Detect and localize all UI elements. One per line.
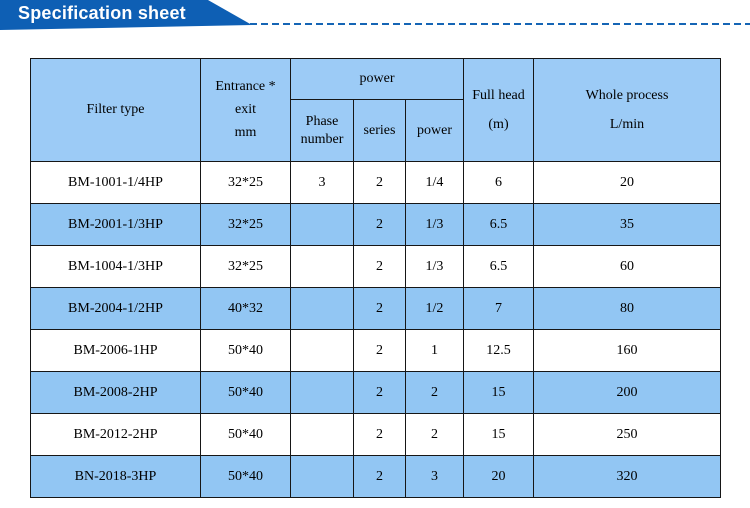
cell-whole-process: 60 — [533, 245, 721, 288]
table-row: BM-2012-2HP 50*40 2 2 15 250 — [30, 413, 721, 456]
cell-filter-type: BM-2006-1HP — [30, 329, 201, 372]
cell-series: 2 — [353, 371, 406, 414]
header-full-head-line1: Full head — [472, 87, 525, 103]
cell-whole-process: 160 — [533, 329, 721, 372]
cell-phase-number: 3 — [290, 161, 354, 204]
cell-whole-process: 80 — [533, 287, 721, 330]
cell-power: 1/3 — [405, 245, 464, 288]
header-phase-line2: number — [300, 131, 344, 147]
table-row: BN-2018-3HP 50*40 2 3 20 320 — [30, 455, 721, 498]
cell-entrance-exit: 32*25 — [200, 203, 291, 246]
cell-entrance-exit: 32*25 — [200, 245, 291, 288]
title-banner: Specification sheet — [0, 0, 252, 30]
cell-power: 3 — [405, 455, 464, 498]
cell-entrance-exit: 50*40 — [200, 329, 291, 372]
cell-series: 2 — [353, 287, 406, 330]
header-entrance-line3: mm — [234, 125, 257, 140]
header-full-head-line2: (m) — [488, 116, 509, 132]
header-phase-number: Phase number — [290, 99, 354, 162]
table-row: BM-1001-1/4HP 32*25 3 2 1/4 6 20 — [30, 161, 721, 204]
header-power-sub: power — [405, 99, 464, 162]
cell-phase-number — [290, 203, 354, 246]
cell-power: 1/3 — [405, 203, 464, 246]
cell-phase-number — [290, 329, 354, 372]
table-row: BM-2006-1HP 50*40 2 1 12.5 160 — [30, 329, 721, 372]
cell-phase-number — [290, 287, 354, 330]
table-row: BM-2001-1/3HP 32*25 2 1/3 6.5 35 — [30, 203, 721, 246]
banner-dashed-line — [250, 23, 750, 25]
cell-filter-type: BM-1004-1/3HP — [30, 245, 201, 288]
cell-filter-type: BN-2018-3HP — [30, 455, 201, 498]
cell-entrance-exit: 50*40 — [200, 413, 291, 456]
cell-filter-type: BM-1001-1/4HP — [30, 161, 201, 204]
cell-entrance-exit: 32*25 — [200, 161, 291, 204]
cell-whole-process: 250 — [533, 413, 721, 456]
cell-filter-type: BM-2012-2HP — [30, 413, 201, 456]
cell-entrance-exit: 40*32 — [200, 287, 291, 330]
cell-full-head: 15 — [463, 371, 534, 414]
header-whole-process-line2: L/min — [609, 116, 645, 132]
spec-table: Filter type Entrance * exit mm power Ful… — [30, 58, 721, 498]
cell-power: 2 — [405, 413, 464, 456]
table-row: BM-1004-1/3HP 32*25 2 1/3 6.5 60 — [30, 245, 721, 288]
header-entrance-line1: Entrance * — [215, 79, 276, 94]
header-entrance-exit: Entrance * exit mm — [200, 58, 291, 162]
header-phase-line1: Phase — [305, 113, 339, 129]
cell-full-head: 15 — [463, 413, 534, 456]
cell-series: 2 — [353, 329, 406, 372]
cell-full-head: 7 — [463, 287, 534, 330]
cell-series: 2 — [353, 203, 406, 246]
cell-power: 1/2 — [405, 287, 464, 330]
cell-power: 1 — [405, 329, 464, 372]
cell-series: 2 — [353, 161, 406, 204]
cell-series: 2 — [353, 413, 406, 456]
cell-whole-process: 200 — [533, 371, 721, 414]
cell-whole-process: 320 — [533, 455, 721, 498]
cell-phase-number — [290, 245, 354, 288]
header-full-head: Full head (m) — [463, 58, 534, 162]
cell-phase-number — [290, 371, 354, 414]
header-series: series — [353, 99, 406, 162]
cell-phase-number — [290, 413, 354, 456]
cell-whole-process: 20 — [533, 161, 721, 204]
cell-full-head: 12.5 — [463, 329, 534, 372]
cell-entrance-exit: 50*40 — [200, 371, 291, 414]
table-row: BM-2004-1/2HP 40*32 2 1/2 7 80 — [30, 287, 721, 330]
cell-series: 2 — [353, 245, 406, 288]
table-row: BM-2008-2HP 50*40 2 2 15 200 — [30, 371, 721, 414]
cell-full-head: 6 — [463, 161, 534, 204]
header-entrance-line2: exit — [235, 102, 256, 117]
cell-full-head: 20 — [463, 455, 534, 498]
cell-whole-process: 35 — [533, 203, 721, 246]
cell-series: 2 — [353, 455, 406, 498]
cell-full-head: 6.5 — [463, 245, 534, 288]
header-whole-process: Whole process L/min — [533, 58, 721, 162]
cell-power: 1/4 — [405, 161, 464, 204]
header-whole-process-line1: Whole process — [585, 87, 669, 103]
header-power-group: power — [290, 58, 464, 100]
cell-entrance-exit: 50*40 — [200, 455, 291, 498]
cell-filter-type: BM-2001-1/3HP — [30, 203, 201, 246]
page-title: Specification sheet — [18, 3, 186, 23]
cell-filter-type: BM-2008-2HP — [30, 371, 201, 414]
cell-phase-number — [290, 455, 354, 498]
cell-filter-type: BM-2004-1/2HP — [30, 287, 201, 330]
cell-power: 2 — [405, 371, 464, 414]
cell-full-head: 6.5 — [463, 203, 534, 246]
header-filter-type: Filter type — [30, 58, 201, 162]
